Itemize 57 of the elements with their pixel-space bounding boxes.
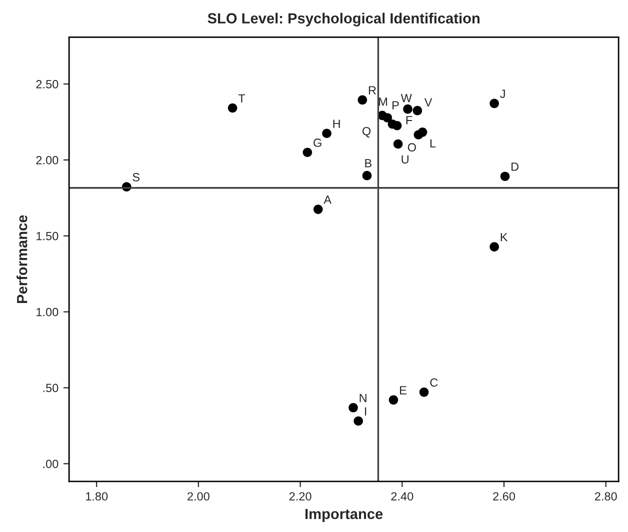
annotation: D: [512, 162, 519, 171]
point: [388, 395, 398, 405]
annotation: Q: [362, 126, 371, 138]
y-tick-label: 2.50: [36, 80, 58, 88]
point: [358, 95, 368, 105]
annotation: E: [400, 386, 406, 394]
annotation: L: [430, 139, 436, 148]
annotation: O: [408, 143, 416, 152]
annotation: T: [238, 94, 246, 102]
point: [228, 103, 238, 113]
annotation: R: [368, 86, 376, 94]
x-tick-label: 2.60: [493, 492, 516, 501]
x-axis-title: Importance: [306, 508, 383, 522]
y-tick-label: 2.00: [36, 156, 58, 164]
point: [362, 170, 372, 180]
x-tick-label: 2.80: [594, 492, 617, 501]
annotation: F: [406, 116, 412, 124]
x-tick-label: 2.20: [289, 492, 312, 501]
point: [388, 119, 398, 129]
annotation: M: [379, 98, 387, 106]
point: [313, 204, 323, 214]
annotation: S: [132, 173, 140, 182]
x-tick-label: 2.40: [391, 492, 414, 501]
point: [412, 106, 422, 116]
annotation: U: [402, 155, 408, 164]
annotation: N: [360, 394, 366, 402]
point: [393, 139, 403, 149]
y-tick-label: .00: [43, 460, 58, 468]
y-tick-label: .50: [43, 384, 58, 392]
point: [414, 130, 424, 140]
annotation: I: [364, 407, 366, 416]
annotation: P: [392, 101, 399, 110]
y-axis-title: Performance: [16, 215, 28, 303]
point: [322, 128, 332, 138]
annotation: K: [500, 233, 508, 242]
point: [419, 388, 429, 397]
annotation: C: [430, 378, 438, 387]
annotation: A: [324, 196, 332, 204]
x-tick-label: 2.00: [188, 492, 210, 501]
point: [403, 104, 412, 114]
annotation: B: [365, 159, 372, 168]
y-tick-label: 1.50: [36, 232, 58, 240]
point: [490, 98, 499, 108]
point: [500, 172, 510, 182]
annotation: W: [400, 94, 412, 102]
point: [490, 242, 499, 252]
chart-title: SLO Level: Psychological Identification: [208, 12, 480, 26]
annotation: V: [424, 98, 432, 106]
point: [348, 402, 358, 412]
point: [382, 113, 392, 122]
annotation: G: [314, 138, 322, 147]
x-tick-label: 1.80: [86, 492, 108, 501]
point: [354, 416, 364, 426]
annotation: H: [333, 120, 340, 128]
point: [302, 148, 312, 158]
annotation: J: [500, 90, 505, 98]
y-tick-label: 1.00: [36, 308, 58, 316]
